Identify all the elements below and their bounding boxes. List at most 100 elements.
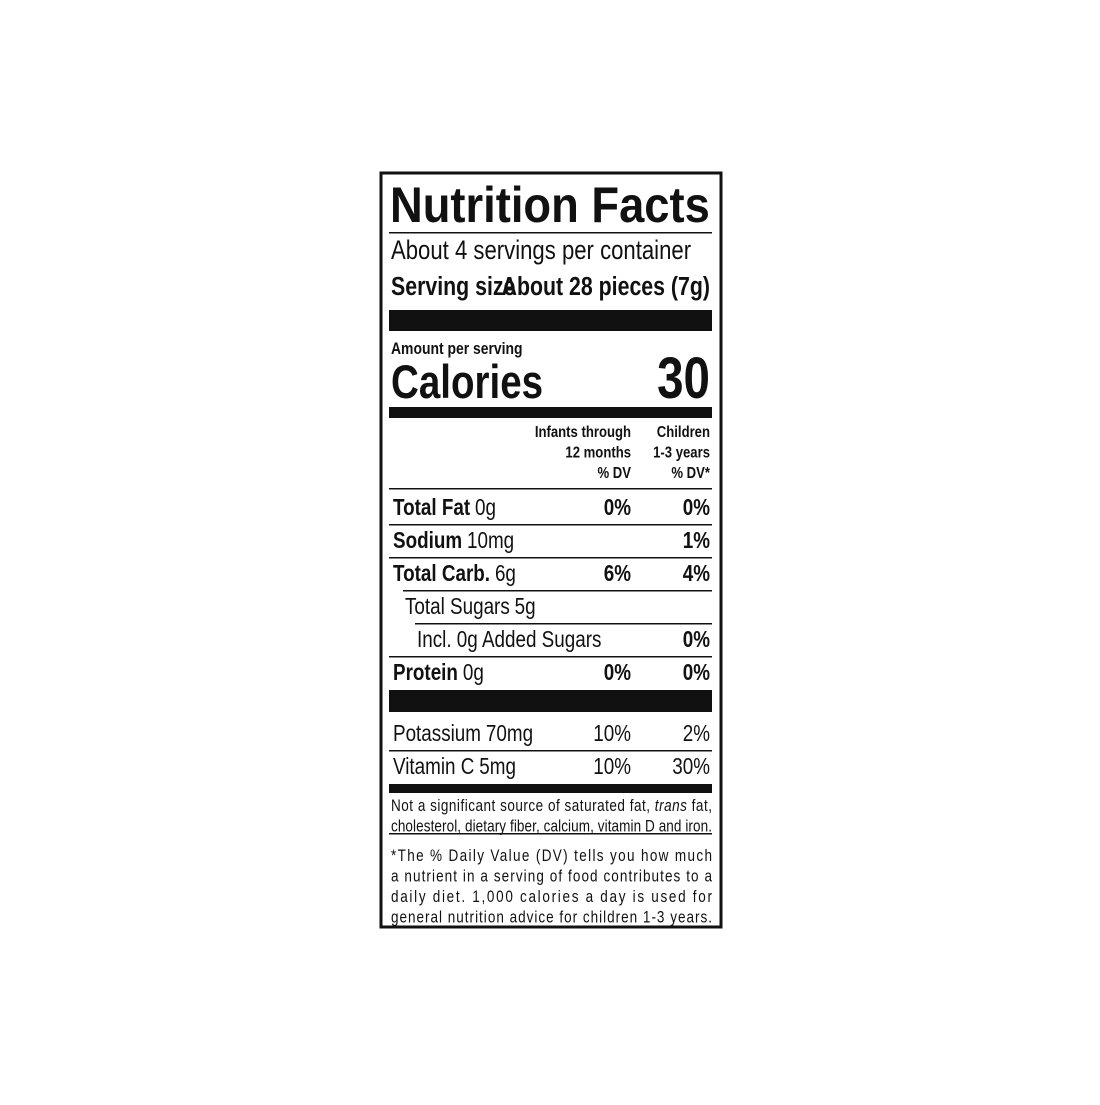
rule [389, 833, 712, 835]
dv-part: 6% [604, 561, 632, 586]
nutrient-part: Total Carb. [393, 561, 490, 586]
dv-part: 10% [593, 721, 631, 746]
dv-part: 0% [683, 660, 711, 685]
dv: 10% [593, 721, 631, 746]
nutrient-amount: 0g [475, 495, 496, 520]
calories-value-part: 30 [657, 347, 710, 412]
footnote-part: daily diet. 1,000 calories a day is used… [391, 888, 712, 907]
footnote: a nutrient in a serving of food contribu… [391, 867, 713, 886]
rule [389, 310, 712, 331]
nutrient-part: Sodium [393, 528, 462, 553]
nutrient: Protein 0g [393, 660, 484, 685]
nutrient: Sodium 10mg [393, 528, 514, 553]
calories-label-part: Calories [391, 356, 543, 408]
footnote-part: general nutrition advice for children 1-… [391, 908, 712, 927]
column-header-part: 1-3 years [653, 444, 710, 461]
dv-part: 0% [604, 660, 632, 685]
footnote-part: fat, [687, 797, 712, 816]
dv: 0% [683, 660, 711, 685]
nutrient: Potassium 70mg [393, 721, 533, 746]
rule [389, 407, 712, 418]
dv: 0% [683, 495, 711, 520]
label-border [379, 171, 723, 929]
amount-per-serving-part: Amount per serving [391, 340, 523, 359]
rule [389, 524, 712, 526]
nutrient-part: Incl. 0g Added Sugars [417, 627, 601, 652]
servings-part: About 4 servings per container [391, 236, 691, 266]
dv: 2% [683, 721, 710, 746]
footnote-part: trans [655, 797, 687, 816]
dv: 30% [672, 754, 710, 779]
nutrient-amount: 10mg [467, 528, 514, 553]
rule [389, 690, 712, 712]
dv: 0% [604, 660, 632, 685]
rule [389, 656, 712, 658]
footnote: cholesterol, dietary fiber, calcium, vit… [391, 817, 712, 836]
dv: 4% [683, 561, 711, 586]
dv: 10% [593, 754, 631, 779]
column-header-part: Infants through [535, 424, 631, 441]
rule [389, 750, 712, 752]
footnote: general nutrition advice for children 1-… [391, 908, 712, 927]
footnote-part: a nutrient in a serving of food contribu… [391, 867, 713, 886]
column-header: % DV* [671, 465, 710, 482]
dv-part: 30% [672, 754, 710, 779]
serving-size-label-part: Serving size [391, 272, 515, 302]
footnote-part: cholesterol, dietary fiber, calcium, vit… [391, 817, 712, 836]
nutrient: Vitamin C 5mg [393, 754, 516, 779]
dv-part: 0% [683, 627, 711, 652]
dv-part: 4% [683, 561, 711, 586]
rule [389, 232, 712, 234]
column-header-part: 12 months [565, 444, 631, 461]
nutrient-amount: 70mg [486, 721, 533, 746]
column-header: Infants through [535, 424, 631, 441]
dv: 1% [683, 528, 711, 553]
footnote: Not a significant source of saturated fa… [391, 797, 712, 816]
dv-part: 2% [683, 721, 710, 746]
rule [403, 590, 712, 592]
dv-part: 10% [593, 754, 631, 779]
dv-part: 0% [683, 495, 711, 520]
column-header: 12 months [565, 444, 631, 461]
amount-per-serving: Amount per serving [391, 340, 523, 359]
calories-value: 30 [657, 347, 710, 412]
dv: 0% [683, 627, 711, 652]
rule [415, 623, 712, 625]
title-part: Nutrition Facts [390, 177, 710, 233]
column-header: Children [657, 424, 710, 441]
column-header: % DV [597, 465, 631, 482]
nutrient-part: Vitamin C [393, 754, 474, 779]
nutrient-part: Total Fat [393, 495, 470, 520]
rule [389, 784, 712, 793]
nutrient: Incl. 0g Added Sugars [417, 627, 601, 652]
nutrient: Total Fat 0g [393, 495, 496, 520]
calories-label: Calories [391, 356, 543, 408]
dv: 6% [604, 561, 632, 586]
rule [389, 488, 712, 490]
nutrient-part: Protein [393, 660, 458, 685]
nutrient-amount: 6g [495, 561, 516, 586]
serving-size-label: Serving size [391, 272, 515, 302]
serving-size-value: About 28 pieces (7g) [502, 272, 710, 302]
nutrient-amount: 5mg [479, 754, 516, 779]
dv: 0% [604, 495, 632, 520]
column-header-part: % DV* [671, 465, 710, 482]
nutrient-part: Total Sugars [405, 594, 510, 619]
nutrient-part: Potassium [393, 721, 481, 746]
column-header: 1-3 years [653, 444, 710, 461]
serving-size-value-part: About 28 pieces (7g) [502, 272, 710, 302]
column-header-part: Children [657, 424, 710, 441]
footnote: daily diet. 1,000 calories a day is used… [391, 888, 712, 907]
servings: About 4 servings per container [391, 236, 691, 266]
dv-part: 1% [683, 528, 711, 553]
nutrient-amount: 5g [515, 594, 536, 619]
nutrient-amount: 0g [463, 660, 484, 685]
nutrient: Total Carb. 6g [393, 561, 516, 586]
nutrient: Total Sugars 5g [405, 594, 536, 619]
column-header-part: % DV [597, 465, 631, 482]
title: Nutrition Facts [390, 177, 710, 233]
footnote-part: Not a significant source of saturated fa… [391, 797, 654, 816]
dv-part: 0% [604, 495, 632, 520]
